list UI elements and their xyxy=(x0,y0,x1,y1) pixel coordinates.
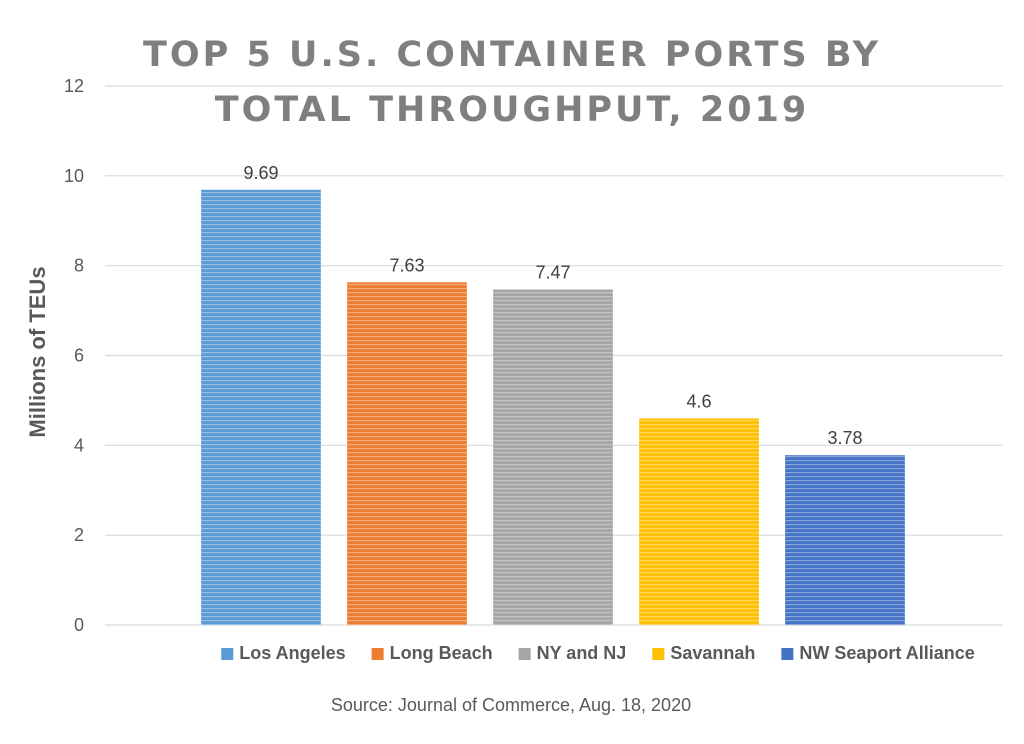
legend: Los Angeles Long Beach NY and NJ Savannah NW… xyxy=(221,643,975,663)
legend-item: Los Angeles xyxy=(221,643,346,663)
data-labels: 9.69 7.63 7.47 4.6 3.78 xyxy=(243,163,862,448)
data-label: 3.78 xyxy=(827,428,862,448)
legend-label: NW Seaport Alliance xyxy=(799,643,974,663)
data-label: 7.63 xyxy=(389,255,424,275)
bars xyxy=(201,189,905,625)
y-tick-label: 4 xyxy=(74,435,84,455)
legend-label: Long Beach xyxy=(390,643,493,663)
chart-title-line-1: TOP 5 U.S. CONTAINER PORTS BY xyxy=(143,35,881,75)
y-tick-label: 0 xyxy=(74,615,84,635)
y-axis-label: Millions of TEUs xyxy=(25,266,50,437)
y-axis-ticks: 0 2 4 6 8 10 12 xyxy=(64,76,84,635)
y-tick-label: 12 xyxy=(64,76,84,96)
y-tick-label: 8 xyxy=(74,256,84,276)
y-tick-label: 10 xyxy=(64,166,84,186)
legend-swatch xyxy=(371,648,384,660)
legend-swatch xyxy=(518,648,531,660)
source-note: Source: Journal of Commerce, Aug. 18, 20… xyxy=(331,695,691,715)
legend-label: NY and NJ xyxy=(537,643,627,663)
bar-savannah xyxy=(639,418,759,625)
chart-title-line-2: TOTAL THROUGHPUT, 2019 xyxy=(215,90,810,130)
legend-item: Long Beach xyxy=(371,643,493,663)
y-tick-label: 6 xyxy=(74,346,84,366)
legend-item: NY and NJ xyxy=(518,643,627,663)
legend-label: Los Angeles xyxy=(239,643,345,663)
legend-item: NW Seaport Alliance xyxy=(781,643,975,663)
data-label: 4.6 xyxy=(686,391,711,411)
bar-los-angeles xyxy=(201,189,321,625)
legend-label: Savannah xyxy=(670,643,755,663)
bar-nw-seaport-alliance xyxy=(785,455,905,625)
legend-swatch xyxy=(781,648,794,660)
legend-swatch xyxy=(652,648,665,660)
y-tick-label: 2 xyxy=(74,525,84,545)
data-label: 7.47 xyxy=(535,262,570,282)
legend-swatch xyxy=(221,648,234,660)
legend-item: Savannah xyxy=(652,643,755,663)
bar-long-beach xyxy=(347,282,467,625)
data-label: 9.69 xyxy=(243,163,278,183)
bar-ny-and-nj xyxy=(493,289,613,625)
